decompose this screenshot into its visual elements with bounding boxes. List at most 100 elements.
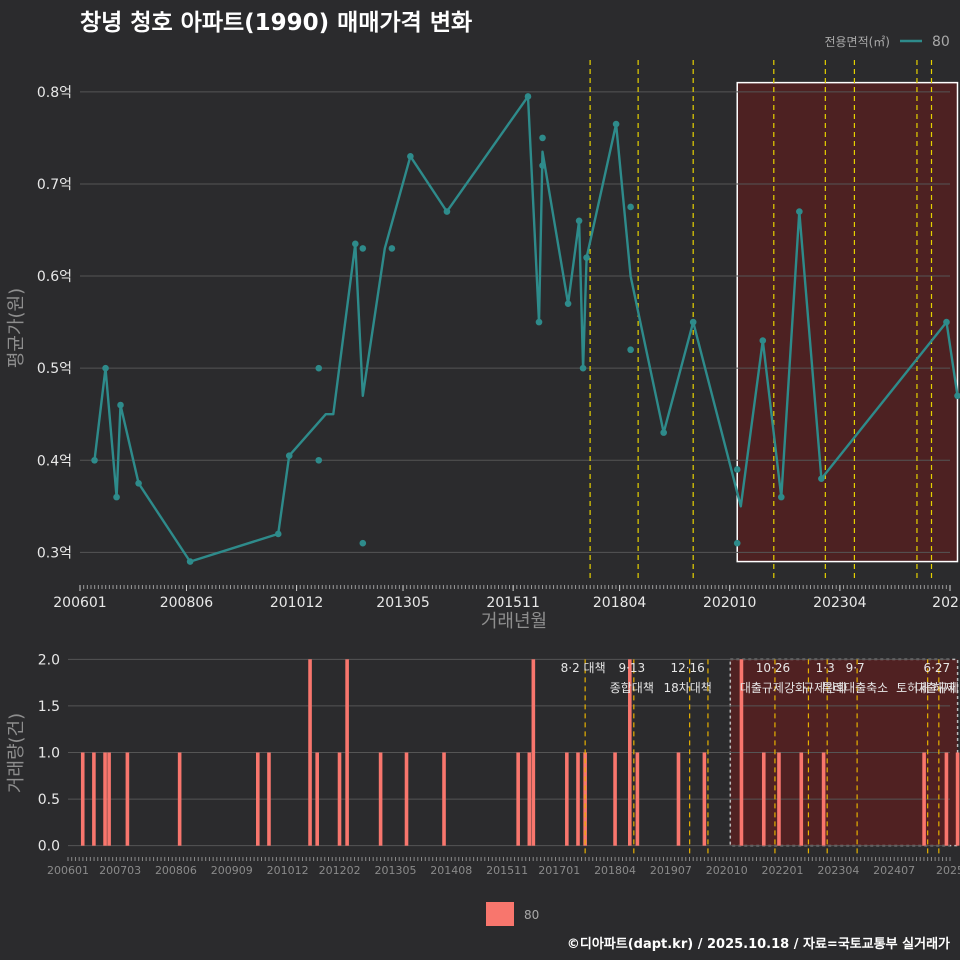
volume-bar	[922, 752, 926, 846]
policy-label-bottom: 대출규제강화	[740, 681, 806, 695]
volume-bar	[125, 752, 130, 846]
volume-legend-entry-80: 80	[524, 908, 539, 922]
legend-title: 전용면적(㎡)	[824, 35, 890, 49]
price-point	[352, 240, 359, 248]
price-point	[315, 364, 323, 372]
chart-title: 창녕 청호 아파트(1990) 매매가격 변화	[80, 10, 472, 36]
volume-legend: 80	[486, 902, 539, 926]
x-tick-label: 202010	[703, 595, 756, 611]
volume-bar	[404, 752, 409, 846]
price-legend: 전용면적(㎡) 80	[824, 34, 949, 50]
price-point	[113, 493, 120, 501]
y-tick-label: 0.8억	[37, 85, 72, 101]
volume-bar	[177, 752, 182, 846]
volume-x-tick-label: 2025	[936, 864, 960, 877]
price-point	[575, 217, 583, 225]
x-axis-label: 거래년월	[481, 611, 547, 632]
policy-label-bottom: 대출규제	[915, 681, 959, 695]
volume-bar	[527, 752, 532, 846]
volume-x-tick-label: 201701	[538, 864, 580, 877]
y-tick-label: 0.3억	[37, 545, 72, 561]
price-point	[759, 337, 767, 344]
volume-x-tick-label: 200703	[99, 864, 141, 877]
price-point	[535, 318, 543, 326]
policy-label-top: 1·3	[816, 661, 835, 675]
volume-bar	[702, 752, 707, 846]
price-point	[583, 254, 590, 261]
volume-bar	[799, 752, 804, 846]
x-tick-label: 200806	[160, 595, 214, 611]
price-point	[117, 401, 124, 409]
policy-label-top: 10·26	[756, 661, 790, 675]
volume-bar	[628, 659, 632, 846]
policy-label-top: 6·27	[923, 661, 950, 675]
volume-bar	[955, 752, 960, 846]
x-tick-label: 2025	[932, 595, 960, 611]
volume-bar	[944, 752, 949, 846]
highlight-region	[736, 81, 959, 563]
policy-label-top: 9·13	[618, 661, 645, 675]
price-point	[359, 245, 367, 252]
x-tick-label: 201305	[376, 595, 429, 611]
policy-label-bottom: 토허제 해제	[896, 681, 955, 695]
volume-x-tick-label: 200601	[47, 864, 89, 877]
policy-label-top: 8·2 대책	[561, 660, 606, 675]
legend-bar-swatch	[486, 902, 514, 926]
volume-bar	[378, 752, 383, 846]
x-tick-label: 201804	[593, 595, 647, 611]
volume-bar	[516, 752, 520, 846]
volume-y-tick-label: 1.5	[38, 699, 60, 715]
volume-x-tick-label: 201511	[486, 864, 528, 877]
price-point	[627, 203, 634, 211]
volume-y-axis-label: 거래량(건)	[6, 713, 27, 793]
volume-bar	[107, 752, 111, 846]
volume-bar	[255, 752, 260, 846]
volume-bar	[308, 659, 312, 846]
price-point	[539, 162, 546, 169]
price-point	[818, 475, 825, 482]
volume-bar	[635, 752, 640, 846]
y-tick-label: 0.6억	[37, 269, 72, 285]
volume-bar-chart: 0.0 0.5 1.0 1.5 2.0 8·2 대책 9·13 종합대책 12·16 18차대책 1…	[38, 652, 960, 877]
policy-label-bottom: 18차대책	[663, 680, 711, 695]
volume-bar	[531, 659, 536, 846]
policy-label-top: 12·16	[670, 661, 704, 675]
price-point	[564, 300, 572, 307]
price-point	[315, 456, 323, 464]
volume-bar	[92, 752, 96, 846]
volume-y-tick-label: 1.0	[38, 746, 60, 762]
price-point	[627, 346, 634, 354]
volume-x-tick-label: 201804	[594, 864, 636, 877]
volume-x-tick-label: 202304	[817, 864, 859, 877]
x-tick-label: 200601	[53, 595, 106, 611]
volume-bar	[777, 752, 781, 846]
volume-bar	[103, 752, 107, 846]
price-point	[407, 153, 414, 160]
price-point	[91, 456, 98, 464]
volume-bar	[676, 752, 681, 846]
price-point	[689, 318, 697, 326]
price-point	[612, 120, 620, 128]
volume-bar	[337, 752, 342, 846]
volume-bar	[315, 752, 319, 846]
policy-label-bottom: 종합대책	[610, 680, 654, 695]
y-tick-label: 0.5억	[37, 361, 72, 377]
volume-x-tick-label: 200909	[211, 864, 253, 877]
price-point	[443, 208, 451, 215]
volume-bar	[821, 752, 826, 846]
price-point	[102, 364, 109, 372]
price-point	[733, 539, 741, 547]
volume-bar	[80, 752, 85, 846]
volume-x-tick-label: 201012	[267, 864, 309, 877]
volume-bar	[613, 752, 617, 846]
volume-x-tick-label: 202010	[706, 864, 748, 877]
volume-bar	[267, 752, 271, 846]
y-tick-label: 0.7억	[37, 177, 72, 193]
price-point	[359, 539, 367, 547]
volume-x-tick-label: 201202	[319, 864, 361, 877]
x-tick-label: 201511	[486, 595, 539, 611]
volume-bar	[345, 659, 349, 846]
volume-bar	[442, 752, 446, 846]
price-point	[796, 208, 803, 215]
